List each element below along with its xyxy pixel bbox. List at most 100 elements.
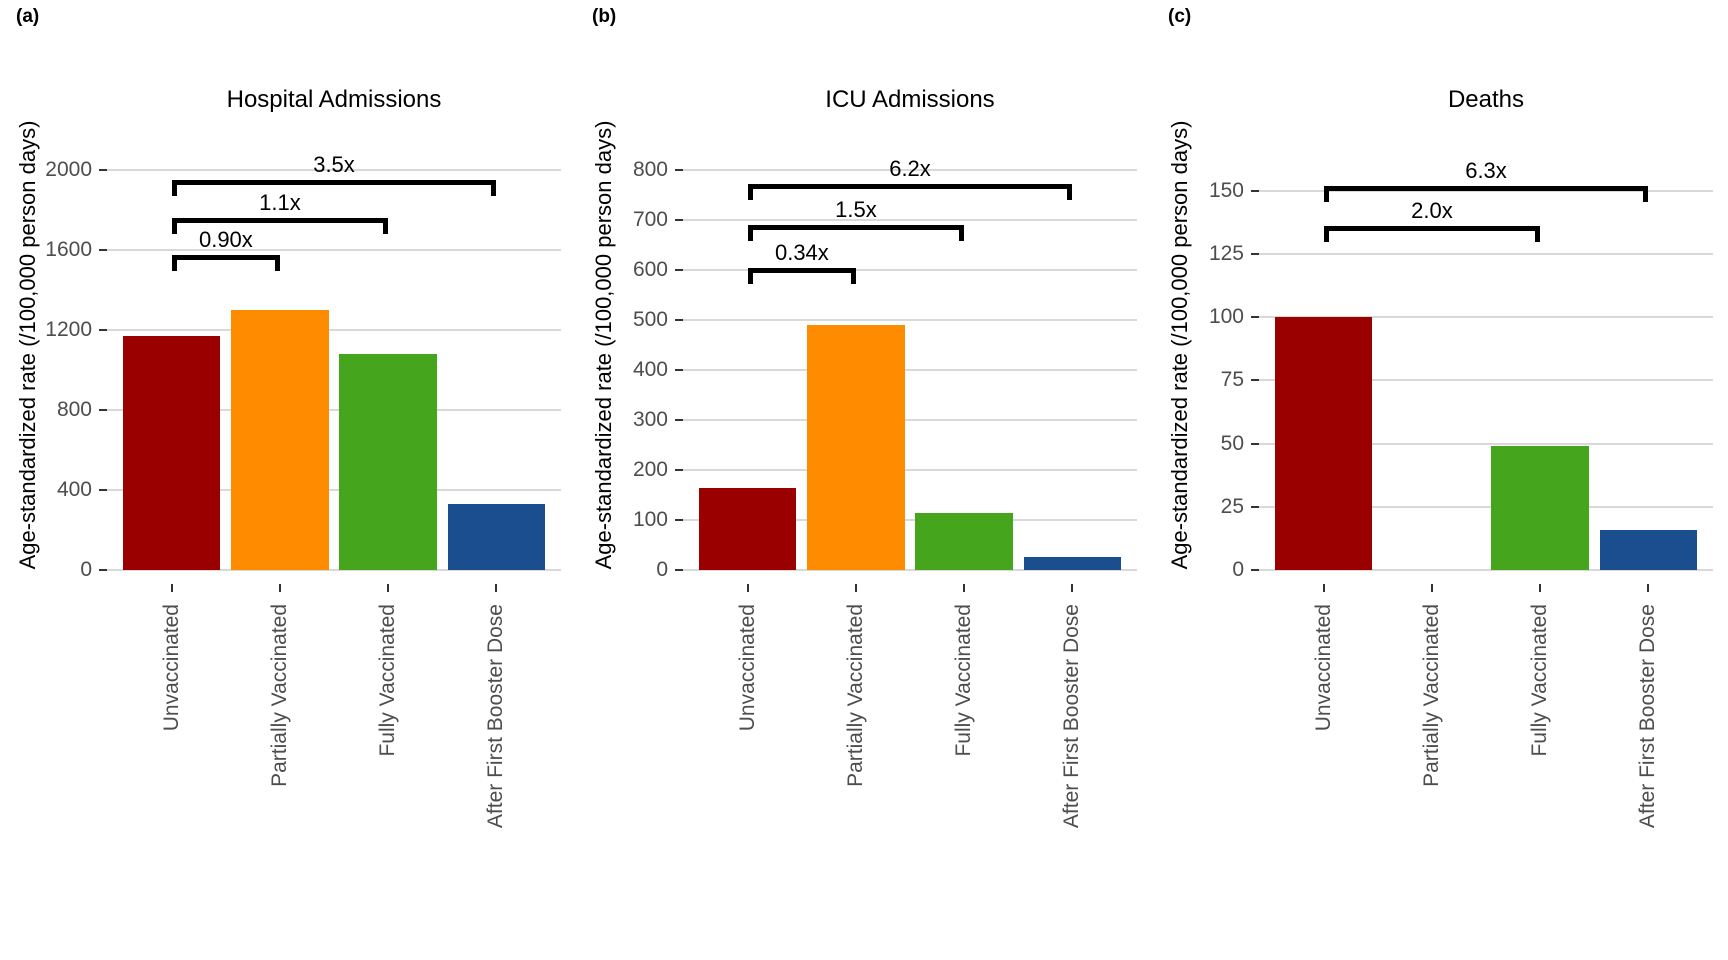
ratio-bracket-2-0x	[1323, 226, 1541, 232]
bar-unvaccinated	[1275, 317, 1373, 570]
y-tick-mark	[99, 489, 107, 491]
y-tick-mark	[675, 169, 683, 171]
ratio-bracket-3-5x	[171, 180, 497, 185]
y-tick-mark	[675, 219, 683, 221]
x-tick-mark	[963, 584, 966, 592]
gridline-y-100	[683, 519, 1137, 521]
gridline-y-1600	[107, 249, 561, 251]
y-tick-mark	[675, 569, 683, 571]
ratio-bracket-0-34x-right-end	[850, 267, 856, 284]
x-tick-label-partially-vaccinated: Partially Vaccinated	[843, 604, 867, 787]
y-tick-mark	[675, 469, 683, 471]
panel-title: Deaths	[1447, 86, 1525, 113]
ratio-bracket-3-5x-left-end	[171, 180, 177, 196]
gridline-y-600	[683, 269, 1137, 271]
ratio-bracket-0-90x-right-end	[274, 255, 280, 271]
bar-fully-vaccinated	[915, 512, 1013, 570]
y-tick-label: 75	[1220, 368, 1244, 392]
ratio-bracket-1-1x-left-end	[171, 218, 177, 234]
y-tick-mark	[99, 569, 107, 571]
bar-partially-vaccinated	[231, 310, 329, 570]
y-tick-label: 0	[80, 558, 92, 581]
x-tick-mark	[854, 584, 857, 592]
panel-b: (b) ICU Admissions Age-standardized rate (…	[576, 0, 1152, 960]
y-tick-label: 200	[632, 458, 668, 481]
ratio-bracket-6-2x-left-end	[747, 184, 753, 200]
ratio-bracket-0-34x	[747, 267, 856, 273]
x-tick-label-partially-vaccinated: Partially Vaccinated	[1419, 604, 1443, 787]
y-tick-label: 1200	[45, 318, 92, 341]
bar-unvaccinated	[699, 487, 797, 570]
ratio-bracket-3-5x-right-end	[491, 180, 497, 196]
x-tick-mark	[1647, 584, 1650, 592]
y-tick-mark	[99, 249, 107, 251]
ratio-bracket-1-5x-label: 1.5x	[835, 197, 877, 222]
y-tick-mark	[675, 419, 683, 421]
gridline-y-25	[1259, 505, 1713, 508]
y-tick-mark	[675, 319, 683, 321]
y-tick-label: 400	[632, 358, 668, 381]
ratio-bracket-6-3x-right-end	[1643, 185, 1649, 202]
x-tick-mark	[1071, 584, 1074, 592]
bar-fully-vaccinated	[1491, 446, 1589, 570]
x-tick-mark	[1322, 584, 1325, 592]
ratio-bracket-1-1x-right-end	[383, 218, 389, 234]
y-tick-label: 800	[56, 398, 92, 421]
gridline-y-400	[107, 489, 561, 491]
y-tick-label: 50	[1220, 431, 1244, 455]
y-tick-label: 2000	[45, 158, 92, 181]
y-tick-label: 600	[632, 258, 668, 281]
y-tick-label: 0	[1232, 558, 1244, 581]
ratio-bracket-6-2x-right-end	[1067, 184, 1073, 200]
bar-fully-vaccinated	[339, 354, 437, 570]
y-tick-label: 300	[632, 408, 668, 431]
gridline-y-0	[1259, 569, 1713, 571]
x-tick-mark	[170, 584, 173, 592]
x-tick-mark	[1539, 584, 1542, 592]
ratio-bracket-2-0x-left-end	[1323, 226, 1329, 243]
ratio-bracket-6-3x-label: 6.3x	[1465, 157, 1507, 183]
y-tick-label: 0	[656, 558, 668, 581]
y-tick-mark	[1251, 189, 1259, 192]
x-tick-mark	[746, 584, 749, 592]
gridline-y-0	[107, 569, 561, 571]
y-tick-label: 700	[632, 208, 668, 231]
ratio-bracket-0-34x-left-end	[747, 267, 753, 284]
y-tick-mark	[675, 269, 683, 271]
panel-a: (a) Hospital Admissions Age-standardized r…	[0, 0, 576, 960]
x-tick-mark	[387, 584, 390, 592]
gridline-y-150	[1259, 189, 1713, 192]
ratio-bracket-1-1x	[171, 218, 389, 223]
panel-label: (b)	[592, 6, 617, 27]
x-tick-mark	[278, 584, 281, 592]
x-tick-label-unvaccinated: Unvaccinated	[159, 604, 183, 732]
ratio-bracket-0-90x-left-end	[171, 255, 177, 271]
y-tick-label: 1600	[45, 238, 92, 261]
panel-label: (a)	[16, 6, 40, 27]
x-tick-label-partially-vaccinated: Partially Vaccinated	[267, 604, 291, 787]
ratio-bracket-6-3x	[1323, 185, 1649, 191]
y-tick-mark	[99, 329, 107, 331]
ratio-bracket-0-34x-label: 0.34x	[774, 239, 829, 265]
bar-unvaccinated	[123, 336, 221, 570]
ratio-bracket-6-2x-label: 6.2x	[889, 156, 931, 181]
ratio-bracket-1-1x-label: 1.1x	[259, 190, 301, 215]
gridline-y-700	[683, 219, 1137, 221]
gridline-y-125	[1259, 252, 1713, 255]
y-tick-mark	[1251, 505, 1259, 508]
ratio-bracket-0-90x-label: 0.90x	[198, 227, 253, 252]
bar-partially-vaccinated	[807, 325, 905, 570]
x-tick-label-after-first-booster-dose: After First Booster Dose	[1636, 604, 1660, 829]
ratio-bracket-6-3x-left-end	[1323, 185, 1329, 202]
ratio-bracket-2-0x-label: 2.0x	[1411, 198, 1453, 224]
panel-title: Hospital Admissions	[226, 86, 442, 113]
panel-label: (c)	[1168, 6, 1192, 27]
y-tick-mark	[99, 169, 107, 171]
ratio-bracket-3-5x-label: 3.5x	[313, 152, 355, 177]
x-tick-mark	[495, 584, 498, 592]
y-tick-mark	[1251, 379, 1259, 382]
y-tick-mark	[1251, 569, 1259, 571]
y-tick-label: 150	[1208, 178, 1244, 202]
gridline-y-100	[1259, 316, 1713, 319]
